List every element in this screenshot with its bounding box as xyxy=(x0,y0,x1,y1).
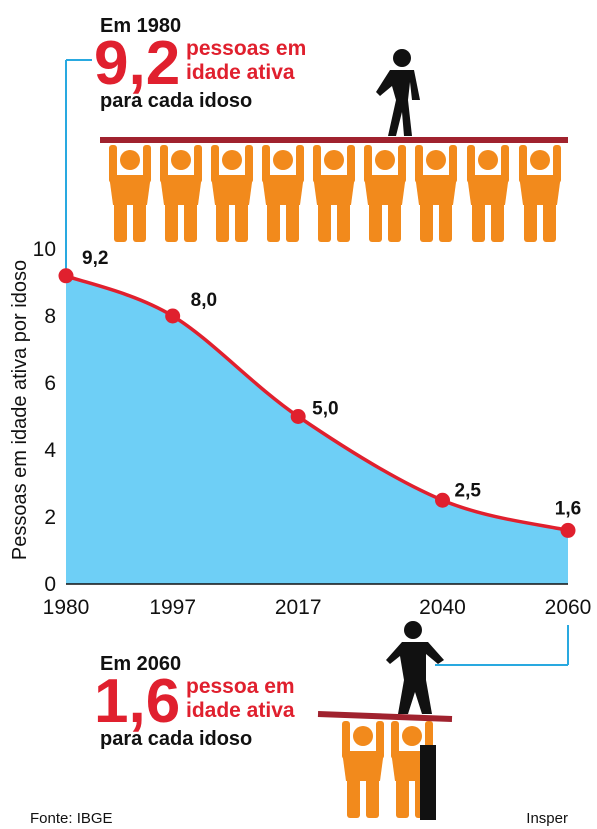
annotation-text: para cada idoso xyxy=(100,90,252,112)
annotation-text: idade ativa xyxy=(186,699,295,722)
value-label: 9,2 xyxy=(82,248,108,269)
y-axis-label: Pessoas em idade ativa por idoso xyxy=(9,260,31,560)
y-tick-label: 8 xyxy=(44,305,56,328)
plot: 0 2 4 6 8 10 1980 1997 2017 2040 2060 9,2 8,0 5,0 2,5 1… xyxy=(33,238,592,619)
point xyxy=(435,493,450,508)
point xyxy=(165,309,180,324)
y-tick-label: 0 xyxy=(44,573,56,596)
annotation-text: pessoas em xyxy=(186,37,306,60)
annotation-number: 1,6 xyxy=(94,667,180,736)
source: Fonte: IBGE xyxy=(30,810,113,827)
bottom-illustration xyxy=(318,621,568,820)
value-label: 1,6 xyxy=(555,498,581,519)
x-tick-label: 1980 xyxy=(43,596,90,619)
annotation-text: idade ativa xyxy=(186,61,295,84)
y-tick-label: 10 xyxy=(33,238,56,261)
value-label: 5,0 xyxy=(312,399,338,420)
chart: 0 2 4 6 8 10 1980 1997 2017 2040 2060 9,2 8,0 5,0 2,5 1… xyxy=(0,0,597,829)
credit: Insper xyxy=(526,810,568,827)
annotation-text: para cada idoso xyxy=(100,728,252,750)
annotation-text: pessoa em xyxy=(186,675,295,698)
y-tick-label: 4 xyxy=(44,439,56,462)
y-tick-label: 6 xyxy=(44,372,56,395)
x-tick-label: 2017 xyxy=(275,596,322,619)
x-tick-label: 1997 xyxy=(149,596,196,619)
point xyxy=(561,523,576,538)
value-label: 8,0 xyxy=(191,290,217,311)
page: {"chart_data":{"type":"area", "y_label":… xyxy=(0,0,597,829)
value-label: 2,5 xyxy=(455,480,482,501)
point xyxy=(59,268,74,283)
x-tick-label: 2060 xyxy=(545,596,592,619)
y-tick-label: 2 xyxy=(44,506,56,529)
point xyxy=(291,409,306,424)
x-tick-label: 2040 xyxy=(419,596,466,619)
annotation-number: 9,2 xyxy=(94,29,180,98)
